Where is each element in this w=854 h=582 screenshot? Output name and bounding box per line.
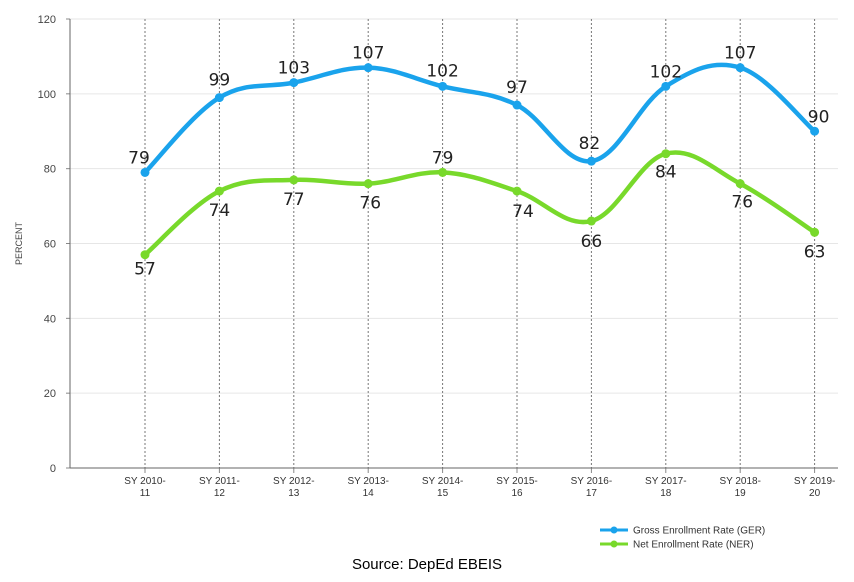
legend-swatch-dot	[610, 540, 618, 548]
data-label: 76	[731, 193, 753, 213]
data-point	[214, 186, 224, 196]
data-labels: 79 99 103 107 102 97 82 102 107 90 57 74 77 76 79 74 66 8…	[128, 44, 829, 280]
legend-entry: Net Enrollment Rate (NER)	[633, 540, 754, 551]
data-label: 102	[426, 61, 458, 81]
x-tick-label: SY 2013-	[347, 476, 389, 487]
data-point	[735, 179, 745, 189]
x-tick-label-line2: 12	[214, 488, 226, 499]
data-label: 79	[128, 148, 150, 168]
x-tick-label-line2: 20	[809, 488, 821, 499]
axes	[66, 18, 838, 473]
x-tick-label: SY 2015-	[496, 476, 538, 487]
source-note: Source: DepEd EBEIS	[351, 556, 503, 573]
data-label: 90	[808, 107, 830, 127]
data-point	[512, 100, 522, 110]
data-label: 66	[581, 232, 603, 252]
data-point	[363, 179, 373, 189]
y-tick-label: 20	[44, 388, 56, 400]
grid-lines	[70, 18, 838, 468]
data-label: 63	[804, 242, 826, 262]
x-tick-label: SY 2010-	[124, 476, 166, 487]
data-point	[586, 216, 596, 226]
x-tick-label-line2: 16	[511, 488, 523, 499]
series-lines	[140, 62, 820, 260]
data-point	[140, 167, 150, 177]
data-label: 99	[209, 71, 231, 91]
data-point	[810, 126, 820, 136]
x-tick-labels: SY 2010-11 SY 2011-12 SY 2012-13 SY 2013-14…	[124, 476, 835, 499]
data-point	[586, 156, 596, 166]
data-point	[214, 93, 224, 103]
y-tick-label: 80	[44, 164, 56, 176]
y-tick-label: 40	[44, 313, 56, 325]
data-point	[289, 175, 299, 185]
data-label: 107	[352, 44, 384, 64]
x-tick-label-line2: 13	[288, 488, 300, 499]
data-label: 97	[506, 78, 528, 98]
y-tick-labels: 0 20 40 60 80 100 120	[38, 14, 56, 475]
data-label: 74	[512, 202, 534, 222]
x-tick-label: SY 2012-	[273, 476, 315, 487]
data-point	[363, 63, 373, 73]
data-point	[140, 250, 150, 260]
y-tick-label: 120	[38, 14, 56, 26]
data-point	[289, 78, 299, 88]
data-label: 77	[283, 190, 305, 210]
data-label: 76	[359, 194, 381, 214]
x-tick-label-line2: 19	[735, 488, 747, 499]
y-tick-label: 100	[38, 89, 56, 101]
y-axis-label: PERCENT	[14, 222, 24, 266]
x-tick-label: SY 2019-	[794, 476, 836, 487]
x-tick-label: SY 2017-	[645, 476, 687, 487]
data-label: 102	[650, 62, 682, 82]
legend-entry: Gross Enrollment Rate (GER)	[633, 526, 765, 537]
x-tick-label-line2: 15	[437, 488, 449, 499]
legend: Gross Enrollment Rate (GER) Net Enrollmen…	[600, 526, 765, 551]
x-tick-label-line2: 18	[660, 488, 672, 499]
legend-swatch-dot	[610, 526, 618, 534]
x-tick-label-line2: 14	[363, 488, 375, 499]
data-label: 79	[432, 148, 454, 168]
data-label: 107	[724, 44, 756, 64]
data-point	[438, 81, 448, 91]
x-tick-label-line2: 11	[140, 488, 151, 499]
data-label: 84	[655, 163, 677, 183]
x-tick-label: SY 2018-	[719, 476, 761, 487]
data-label: 74	[209, 201, 231, 221]
series-line	[142, 150, 817, 257]
data-label: 103	[278, 59, 310, 79]
data-point	[661, 81, 671, 91]
y-tick-label: 0	[50, 463, 56, 475]
data-point	[661, 149, 671, 159]
x-tick-label-line2: 17	[586, 488, 598, 499]
data-label: 57	[134, 260, 156, 280]
data-label: 82	[579, 134, 601, 154]
data-point	[512, 186, 522, 196]
x-tick-label: SY 2014-	[422, 476, 464, 487]
series-line	[142, 62, 817, 175]
x-tick-label: SY 2011-	[199, 476, 240, 487]
data-point	[438, 167, 448, 177]
data-point	[810, 227, 820, 237]
data-point	[735, 63, 745, 73]
y-tick-label: 60	[44, 239, 56, 251]
x-tick-label: SY 2016-	[571, 476, 613, 487]
